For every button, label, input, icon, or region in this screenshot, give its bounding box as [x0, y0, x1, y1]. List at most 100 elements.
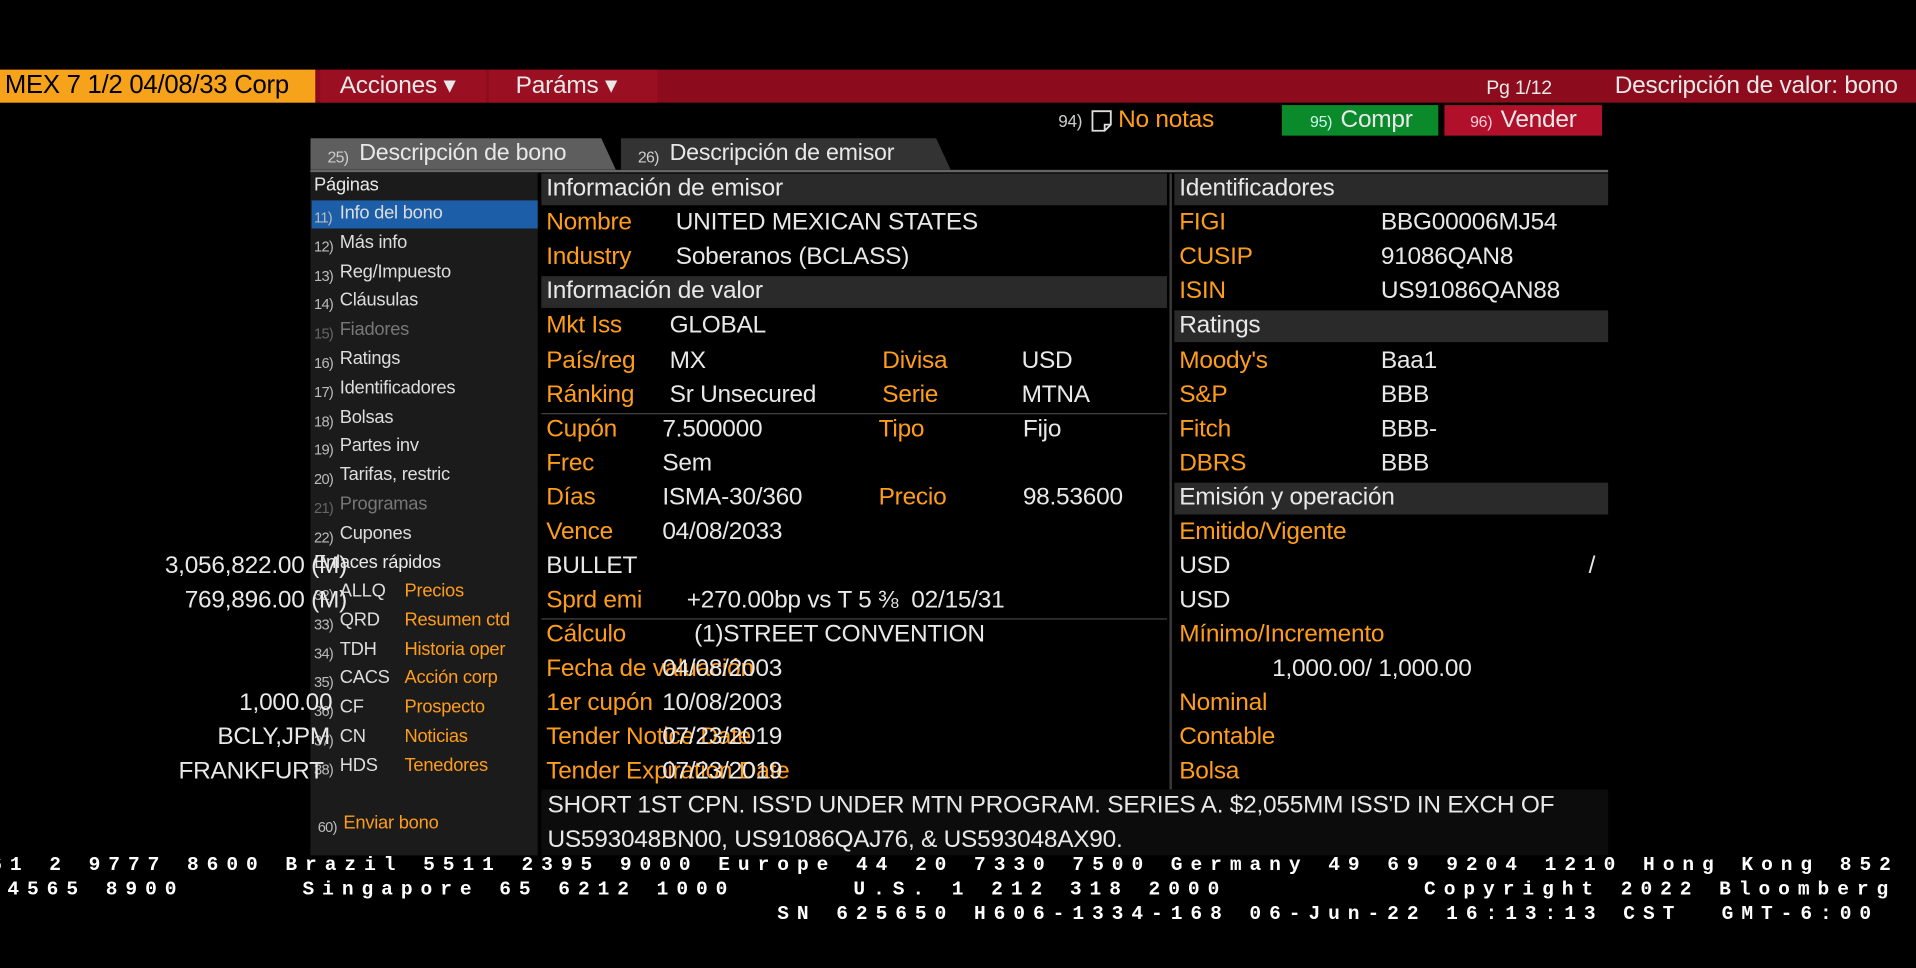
field-value: Sem: [662, 449, 712, 477]
tab[interactable]: [621, 138, 951, 170]
field-value: 1,000.00: [239, 689, 333, 717]
field-value: BBG00006MJ54: [1380, 208, 1558, 236]
link-code: ALLQ: [339, 580, 386, 602]
link-label: Prospecto: [404, 696, 485, 718]
ticker-line: 61 2 9777 8600 Brazil 5511 2395 9000 Eur…: [0, 854, 1899, 877]
item-number: 13): [314, 267, 334, 285]
field-value: BBB-: [1380, 415, 1437, 443]
ticker-line: 4565 8900 Singapore 65 6212 1000 U.S. 1 …: [7, 878, 1916, 901]
link-label: Tenedores: [404, 754, 488, 776]
field-label: CUSIP: [1179, 243, 1253, 271]
sidebar-item: Bolsas: [339, 406, 394, 428]
link-label: Precios: [404, 580, 464, 602]
item-number: 37): [314, 731, 334, 750]
field-label: Moody's: [1179, 347, 1268, 374]
tab[interactable]: [310, 138, 616, 170]
section-heading: Emisión y operación: [1179, 483, 1395, 511]
section-heading: Información de emisor: [546, 174, 783, 202]
note-line: SHORT 1ST CPN. ISS'D UNDER MTN PROGRAM. …: [547, 791, 1555, 819]
item-number: 60): [317, 818, 338, 836]
field-value: GLOBAL: [669, 311, 767, 339]
item-number: 20): [314, 470, 334, 488]
item-number: 14): [314, 296, 334, 314]
item-number: 33): [314, 615, 334, 633]
field-value: 10/08/2003: [662, 689, 783, 717]
field-label: Ránking: [546, 381, 635, 409]
menu[interactable]: [320, 69, 487, 103]
link-code: CF: [339, 696, 364, 718]
field-value: MTNA: [1021, 381, 1091, 409]
field-label: Cálculo: [546, 620, 627, 648]
buy-button[interactable]: [1281, 105, 1439, 136]
field-value: 7.500000: [662, 415, 763, 443]
field-label: Bolsa: [1179, 757, 1240, 785]
sell-label: Vender: [1500, 106, 1577, 134]
field-label: Tipo: [878, 415, 925, 443]
section-band: [1174, 310, 1609, 343]
notes-button[interactable]: No notas: [1118, 106, 1214, 134]
item-number: 38): [314, 761, 334, 779]
field-label: Sprd emi: [546, 586, 643, 614]
field-label: Serie: [882, 381, 939, 409]
sidebar-item: Programas: [339, 493, 428, 515]
field-label: S&P: [1179, 381, 1228, 409]
amount: 3,056,822.00 (M): [164, 552, 348, 580]
field-value: UNITED MEXICAN STATES: [675, 208, 978, 236]
field-value: BBB: [1380, 449, 1430, 477]
field-label: Frec: [546, 449, 595, 477]
tab-label: Descripción de bono: [359, 140, 567, 167]
note-box: [541, 789, 1609, 856]
field-value: Soberanos (BCLASS): [675, 243, 910, 271]
link-code: CACS: [339, 667, 390, 689]
security-box[interactable]: [0, 69, 316, 103]
link-code: TDH: [339, 638, 377, 660]
field-value: 07/23/2019: [662, 757, 783, 785]
field-label: Industry: [546, 243, 632, 271]
section-heading: Información de valor: [546, 277, 763, 305]
field-value: Fijo: [1022, 415, 1062, 443]
link-code: HDS: [339, 754, 378, 776]
sidebar-item: Cupones: [339, 522, 412, 544]
field-label: Días: [546, 483, 596, 511]
sidebar-item: Partes inv: [339, 435, 419, 457]
send-link: Enviar bono: [343, 812, 439, 834]
sidebar: [310, 172, 538, 856]
field-label: ISIN: [1179, 277, 1226, 305]
link-label: Resumen ctd: [404, 609, 510, 631]
item-number: 22): [314, 528, 334, 546]
sidebar-item: Fiadores: [339, 319, 410, 340]
field-value: 91086QAN8: [1380, 243, 1514, 271]
sidebar-item: Tarifas, restric: [339, 464, 450, 486]
link-label: Acción corp: [404, 667, 498, 689]
field-value: BCLY,JPM: [217, 723, 330, 751]
item-number: 15): [314, 325, 334, 343]
sell-button[interactable]: [1444, 105, 1603, 136]
sidebar-item: Más info: [339, 231, 408, 253]
sidebar-heading: Enlaces rápidos: [314, 552, 441, 574]
field-label: FIGI: [1179, 208, 1226, 236]
item-number: 16): [314, 354, 334, 372]
divider: [541, 618, 1168, 620]
field-value: 1,000.00/ 1,000.00: [1272, 654, 1472, 682]
selected-item[interactable]: [311, 200, 538, 229]
tab-rule: [310, 169, 1609, 173]
field-value: USD: [1021, 347, 1073, 374]
field-value: BBB: [1380, 381, 1430, 409]
field-value: +270.00bp vs T 5 ⅜ 02/15/31: [686, 586, 1005, 614]
link-label: Noticias: [404, 725, 468, 747]
field-label: Contable: [1179, 723, 1276, 751]
field-value: ISMA-30/360: [662, 483, 803, 511]
item-number: 11): [314, 208, 333, 227]
item-number: 12): [314, 238, 334, 256]
item-number: 36): [314, 702, 334, 720]
menu[interactable]: [488, 69, 658, 103]
item-number: 21): [314, 499, 334, 517]
field-label: Cupón: [546, 415, 618, 443]
field-label: DBRS: [1179, 449, 1247, 477]
field-value: Baa1: [1380, 347, 1437, 374]
item-number: 18): [314, 412, 334, 430]
section-heading: Ratings: [1179, 311, 1261, 339]
field-value: Sr Unsecured: [669, 381, 817, 409]
separator: /: [1588, 552, 1596, 580]
